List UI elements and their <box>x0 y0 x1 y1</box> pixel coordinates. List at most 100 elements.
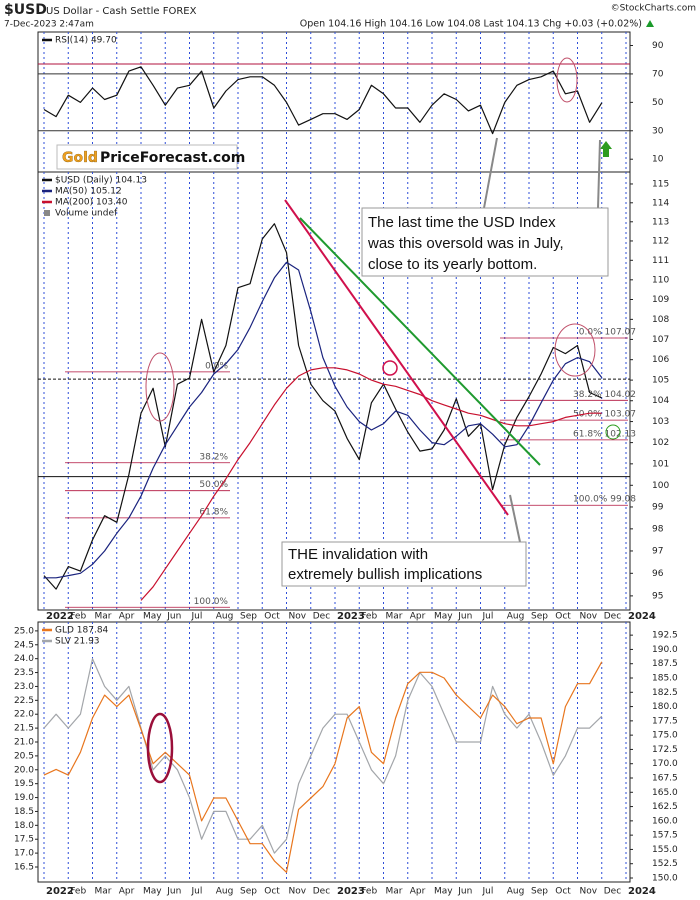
legend-swatch <box>44 210 50 216</box>
legend-label: MA(50) 105.12 <box>55 187 122 197</box>
y-tick-label: 98 <box>652 524 664 534</box>
source: ©StockCharts.com <box>611 4 696 14</box>
y-tick-label: 112 <box>652 236 669 246</box>
up-arrow <box>600 141 612 157</box>
y-tick-label: 17.0 <box>14 849 34 859</box>
x-tick-label: Jul <box>191 612 203 622</box>
y-tick-label: 20.5 <box>14 751 34 761</box>
x-tick-label: Feb <box>361 887 377 897</box>
x-tick-label: Apr <box>410 612 426 622</box>
y-tick-label: 102 <box>652 438 669 448</box>
y-tick-label: 165.0 <box>652 788 678 798</box>
y-tick-label: 19.5 <box>14 779 34 789</box>
legend-label: GLD 187.84 <box>55 626 109 636</box>
x-tick-label: Feb <box>70 612 86 622</box>
y-tick-label: 24.5 <box>14 640 34 650</box>
y-tick-label: 150.0 <box>652 874 678 884</box>
fib-label: 61.8% <box>199 507 228 517</box>
x-tick-label: 2024 <box>628 611 656 622</box>
highlight <box>146 712 174 784</box>
legend-label: Volume undef <box>55 209 118 219</box>
x-tick-label: Apr <box>119 612 135 622</box>
x-tick-label: Mar <box>95 612 112 622</box>
x-tick-label: May <box>434 887 453 897</box>
highlight <box>554 323 596 377</box>
y-tick-label: 170.0 <box>652 759 678 769</box>
fib-label: 50.0% 103.07 <box>573 410 636 420</box>
y-tick-label: 105 <box>652 376 669 386</box>
x-tick-label: Jul <box>482 887 494 897</box>
x-tick-label: Jun <box>166 887 181 897</box>
logo-box <box>56 144 238 170</box>
y-tick-label: 157.5 <box>652 831 678 841</box>
trend-line <box>299 217 541 466</box>
legend-label: SLV 21.93 <box>55 637 100 647</box>
y-tick-label: 180.0 <box>652 702 678 712</box>
x-tick-label: Apr <box>119 887 135 897</box>
y-tick-label: 103 <box>652 417 669 427</box>
x-tick-label: Nov <box>580 612 598 622</box>
y-tick-label: 108 <box>652 315 669 325</box>
arrow <box>597 139 601 209</box>
x-tick-label: Mar <box>386 887 403 897</box>
y-tick-label: 107 <box>652 335 669 345</box>
series-line <box>43 661 603 873</box>
x-tick-label: Apr <box>410 887 426 897</box>
note-box <box>281 541 527 587</box>
y-tick-label: 152.5 <box>652 859 678 869</box>
logo: Gold PriceForecast.com <box>56 144 245 170</box>
x-tick-label: Sep <box>531 612 548 622</box>
note-line: THE invalidation with <box>288 546 428 563</box>
x-tick-label: Dec <box>313 887 330 897</box>
x-tick-label: Mar <box>95 887 112 897</box>
fib-label: 38.2% 104.02 <box>573 390 636 400</box>
y-tick-label: 99 <box>652 502 664 512</box>
y-tick-label: 22.5 <box>14 696 34 706</box>
y-tick-label: 101 <box>652 459 669 469</box>
series-line <box>140 367 602 601</box>
y-tick-label: 17.5 <box>14 835 34 845</box>
y-tick-label: 97 <box>652 546 663 556</box>
x-tick-label: Oct <box>264 887 280 897</box>
y-tick-label: 182.5 <box>652 688 678 698</box>
instrument-name: US Dollar - Cash Settle FOREX <box>46 6 197 17</box>
y-tick-label: 21.0 <box>14 738 34 748</box>
series-line <box>44 261 603 579</box>
y-tick-label: 95 <box>652 591 663 601</box>
x-tick-label: Dec <box>604 887 621 897</box>
x-tick-label: Sep <box>531 887 548 897</box>
highlight <box>145 352 175 422</box>
series-line <box>43 223 603 590</box>
y-tick-label: 113 <box>652 217 669 227</box>
series-line <box>43 66 603 135</box>
x-tick-label: Aug <box>216 887 234 897</box>
x-tick-label: May <box>434 612 453 622</box>
note-line: was this oversold was in July, <box>367 235 564 252</box>
y-tick-label: 21.5 <box>14 724 34 734</box>
fib-label: 0.0% 107.07 <box>579 328 636 338</box>
y-tick-label: 70 <box>652 69 664 79</box>
x-tick-label: Aug <box>216 612 234 622</box>
y-tick-label: 114 <box>652 198 669 208</box>
x-tick-label: Nov <box>289 612 307 622</box>
y-tick-label: 16.5 <box>14 863 34 873</box>
y-tick-label: 19.0 <box>14 793 34 803</box>
y-tick-label: 23.5 <box>14 668 34 678</box>
x-tick-label: Nov <box>289 887 307 897</box>
note-line: The last time the USD Index <box>368 214 556 231</box>
fib-label: 50.0% <box>199 480 228 490</box>
fib-label: 100.0% <box>194 597 229 607</box>
fib-label: 61.8% 102.13 <box>573 429 636 439</box>
x-tick-label: May <box>143 887 162 897</box>
x-tick-label: Jun <box>457 612 472 622</box>
logo-gold: Gold <box>62 150 98 166</box>
arrow <box>483 137 498 209</box>
y-tick-label: 109 <box>652 295 669 305</box>
x-tick-label: Jul <box>482 612 494 622</box>
x-tick-label: Jun <box>166 612 181 622</box>
x-tick-label: Feb <box>70 887 86 897</box>
x-tick-label: Feb <box>361 612 377 622</box>
y-tick-label: 187.5 <box>652 659 678 669</box>
